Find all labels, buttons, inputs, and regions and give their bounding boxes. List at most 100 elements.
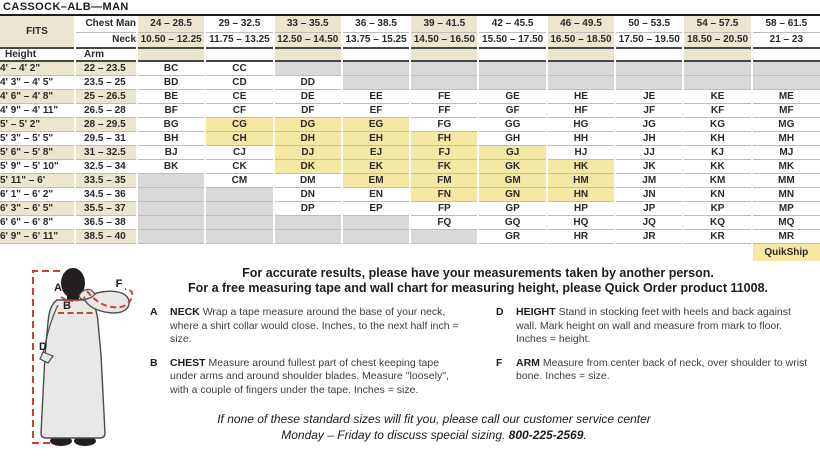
figure-left-sleeve-seam <box>42 304 59 355</box>
size-code-cell: BG <box>135 117 206 131</box>
size-code-cell <box>750 75 820 89</box>
size-code-cell: KQ <box>682 215 752 229</box>
size-code-cell: MH <box>750 131 820 145</box>
height-value-cell: 5' – 5' 2" <box>0 117 75 131</box>
arm-value-cell: 29.5 – 31 <box>74 131 137 145</box>
size-code-cell: MJ <box>750 145 820 159</box>
height-value-cell: 6' 1" – 6' 2" <box>0 188 54 200</box>
column-stripe-cell <box>409 48 479 61</box>
size-code-cell: FQ <box>409 215 479 229</box>
size-code-cell: GR <box>477 229 547 243</box>
neck-range-cell: 18.50 – 20.50 <box>682 32 752 48</box>
size-code-cell: JR <box>614 229 684 243</box>
size-code-cell: JG <box>614 117 684 131</box>
chest-range-cell: 36 – 38.5 <box>340 16 411 32</box>
figure-left-hand <box>39 351 54 364</box>
size-code-cell <box>545 75 616 89</box>
chest-range-cell: 58 – 61.5 <box>750 16 820 32</box>
size-code-cell: CK <box>204 159 274 173</box>
size-code-cell: BD <box>135 75 206 89</box>
size-code-cell: MN <box>750 187 820 201</box>
table-row: 5' 9" – 5' 10" 32.5 – 34 BK CK DK EK FK GK HK JK K… <box>0 159 820 173</box>
measure-instructions: A NECK Wrap a tape measure around the ba… <box>142 306 814 397</box>
size-code-cell: MG <box>750 117 820 131</box>
neck-range-cell: 11.75 – 13.25 <box>204 32 274 48</box>
size-code-cell: BC <box>135 61 206 75</box>
table-row: 5' 3" – 5' 5" 29.5 – 31 BH CH DH EH FH GH HH JH KH… <box>0 131 820 145</box>
instruction-text: Stand in stocking feet with heels and ba… <box>516 306 791 345</box>
size-code-cell <box>272 61 342 75</box>
height-line-d <box>32 270 60 444</box>
neck-range-cell: 14.50 – 16.50 <box>409 32 479 48</box>
diagram-wrap: A B D F <box>0 263 142 460</box>
table-row: 4' 3" – 4' 5" 23.5 – 25 BD CD DD <box>0 75 820 89</box>
neck-range-cell: 15.50 – 17.50 <box>477 32 547 48</box>
chest-range-cell: 24 – 28.5 <box>135 16 206 32</box>
diagram-label-neck: A <box>54 282 62 294</box>
size-code-cell <box>135 173 206 187</box>
size-code-cell <box>204 187 274 201</box>
size-code-cell: EG <box>340 117 411 131</box>
size-code-cell: DJ <box>272 145 342 159</box>
size-code-cell: DF <box>272 103 342 117</box>
size-code-cell: JQ <box>614 215 684 229</box>
size-code-cell <box>340 215 411 229</box>
instruction-term: HEIGHT <box>516 306 556 318</box>
size-code-cell: KM <box>682 173 752 187</box>
size-code-cell: FG <box>409 117 479 131</box>
size-code-cell: FJ <box>409 145 479 159</box>
size-code-cell: CM <box>204 173 274 187</box>
arm-value-cell: 36.5 – 38 <box>74 215 137 229</box>
page-title: CASSOCK–ALB—MAN <box>0 0 820 16</box>
header-row-chest: FITS Chest Man 24 – 28.5 29 – 32.5 33 – 35… <box>0 16 820 48</box>
arm-value-cell: 31 – 32.5 <box>74 145 137 159</box>
size-code-cell: EH <box>340 131 411 145</box>
size-code-cell: MP <box>750 201 820 215</box>
arm-value-cell: 38.5 – 40 <box>74 229 137 243</box>
neck-line-a <box>60 296 86 302</box>
instruction-chest: B CHEST Measure around fullest part of c… <box>150 357 468 398</box>
quikship-legend: QuikShip <box>750 243 820 261</box>
size-code-cell: BE <box>135 89 206 103</box>
size-code-cell: HR <box>545 229 616 243</box>
table-row: 6' 9" – 6' 11" 38.5 – 40 GR HR JR KR MR <box>0 229 820 243</box>
size-code-cell: BK <box>135 159 206 173</box>
size-code-cell: CD <box>204 75 274 89</box>
size-code-cell <box>135 215 206 229</box>
instruction-term: CHEST <box>170 356 206 369</box>
size-code-cell: MF <box>750 103 820 117</box>
size-code-cell: CH <box>204 131 274 145</box>
size-code-cell: KH <box>682 131 752 145</box>
table-row: 5' 6" – 5' 8" 31 – 32.5 BJ CJ DJ EJ FJ GJ HJ JJ KJ… <box>0 145 820 159</box>
table-row: 5' 11" – 6' 33.5 – 35 CM DM EM FM GM HM JM KM MM <box>0 173 820 187</box>
size-code-cell: KE <box>682 89 752 103</box>
size-code-cell: HM <box>545 173 616 187</box>
column-stripe-cell <box>682 48 752 61</box>
header-row-height-arm: Height Arm <box>0 48 820 61</box>
size-code-cell <box>135 201 206 215</box>
diagram-label-arm: F <box>116 278 123 290</box>
chest-range-cell: 46 – 49.5 <box>545 16 616 32</box>
intro-line-2: For a free measuring tape and wall chart… <box>187 281 769 295</box>
size-code-cell: HJ <box>545 145 616 159</box>
chest-range-cell: 42 – 45.5 <box>477 16 547 32</box>
size-code-cell: DP <box>272 201 342 215</box>
size-code-cell <box>340 229 411 243</box>
size-code-cell <box>204 201 274 215</box>
size-code-cell: BJ <box>135 145 206 159</box>
arm-value-cell: 32.5 – 34 <box>74 159 137 173</box>
fits-label: FITS <box>0 16 75 48</box>
column-stripe-cell <box>340 48 411 61</box>
size-code-cell: FF <box>409 103 479 117</box>
figure-right-hand <box>78 288 96 300</box>
neck-range-cell: 10.50 – 12.25 <box>135 32 206 48</box>
table-row: 6' 1" – 6' 2" 34.5 – 36 DN EN FN GN HN JN KN MN <box>0 187 820 201</box>
height-col-label: Height <box>5 49 37 60</box>
size-code-cell <box>682 61 752 75</box>
arm-value-cell: 33.5 – 35 <box>74 173 137 187</box>
column-stripe-cell <box>477 48 547 61</box>
size-code-cell: JE <box>614 89 684 103</box>
cassock-diagram: A B D F <box>32 268 134 446</box>
table-row: 4' 6" – 4' 8" 25 – 26.5 BE CE DE EE FE GE HE JE KE… <box>0 89 820 103</box>
